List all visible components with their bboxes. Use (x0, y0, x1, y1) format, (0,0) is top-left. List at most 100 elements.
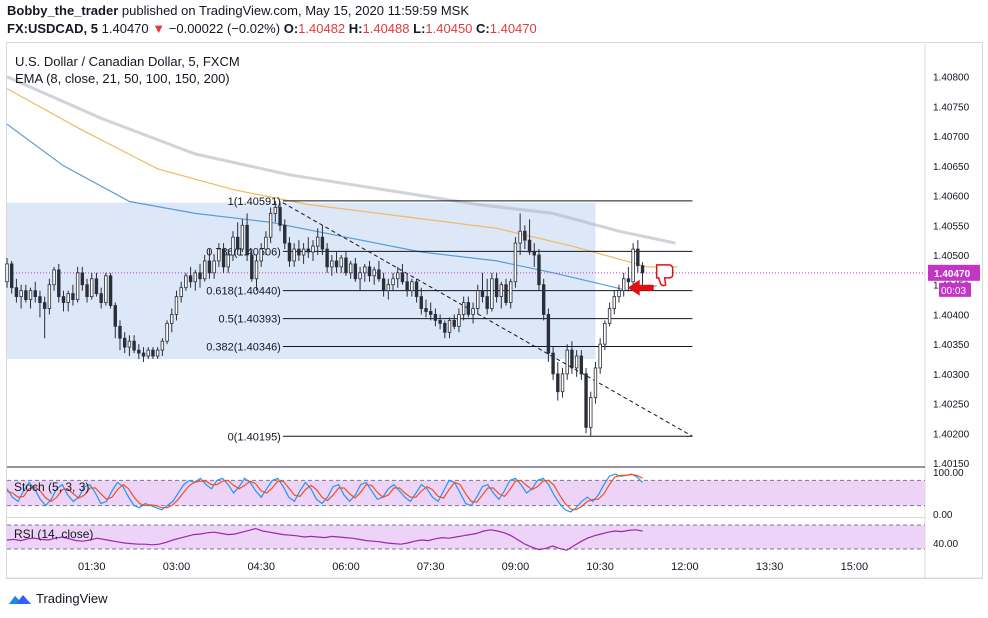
candle-body (546, 314, 551, 354)
candle-body (113, 305, 117, 327)
stoch-label: Stoch (5, 3, 3) (14, 480, 89, 494)
candle-body (198, 272, 202, 280)
current-price-tag (928, 264, 980, 281)
candle-body (226, 254, 230, 268)
candle-body (428, 311, 433, 315)
price-tick-label: 1.40650 (933, 162, 970, 173)
candle-body (155, 349, 160, 357)
price-tick-label: 1.40700 (933, 132, 970, 143)
candle-body (184, 275, 188, 289)
price-tick-label: 1.40550 (933, 221, 970, 232)
candle-body (325, 248, 329, 268)
time-tick-label: 03:00 (163, 561, 191, 573)
candle-body (57, 269, 61, 298)
candle-body (179, 287, 183, 298)
close-label: C: (476, 21, 490, 36)
price-tick-label: 1.40350 (933, 340, 970, 351)
candle-body (339, 257, 343, 268)
candle-body (132, 340, 136, 351)
footer-brand: TradingView (36, 591, 108, 606)
candle-body (151, 349, 155, 357)
rsi-line (6, 527, 643, 551)
candle-body (367, 266, 372, 277)
candle-body (259, 248, 263, 262)
candle-body (405, 281, 409, 292)
candle-body (10, 263, 14, 289)
candle-body (626, 278, 631, 283)
candle-body (584, 373, 588, 428)
candle-body (5, 263, 9, 283)
price-tick-label: 1.40300 (933, 370, 970, 381)
symbol-label[interactable]: FX:USDCAD, 5 (7, 21, 99, 36)
ema-line-3 (6, 123, 657, 292)
candle-body (264, 236, 268, 250)
candle-body (174, 296, 179, 315)
candle-body (410, 281, 414, 292)
candle-body (504, 284, 508, 303)
candle-body (250, 254, 254, 280)
candle-body (603, 322, 607, 345)
candle-body (42, 302, 47, 309)
red-arrow-icon (627, 279, 654, 296)
candle-body (348, 263, 353, 274)
candle-body (622, 278, 626, 292)
author-name[interactable]: Bobby_the_trader (7, 3, 119, 18)
candle-body (579, 355, 584, 375)
price-tick-label: 1.40150 (933, 459, 970, 470)
ema-legend[interactable]: EMA (8, close, 21, 50, 100, 150, 200) (15, 71, 230, 86)
candle-body (108, 275, 113, 306)
time-tick-label: 07:30 (417, 561, 445, 573)
candle-body (165, 322, 169, 342)
candle-body (203, 260, 207, 280)
stoch-tick-label: 0.00 (933, 510, 953, 521)
thumbs-down-icon (655, 264, 674, 287)
candle-body (419, 296, 423, 309)
candle-body (353, 263, 358, 280)
candle-body (447, 319, 452, 333)
time-tick-label: 10:30 (586, 561, 614, 573)
candle-body (494, 278, 499, 298)
candle-body (358, 272, 362, 280)
candle-body (71, 293, 75, 300)
time-tick-label: 13:30 (756, 561, 784, 573)
candle-body (438, 319, 442, 324)
low-value: 1.40450 (425, 21, 473, 36)
candle-body (90, 278, 94, 298)
candle-body (330, 260, 334, 268)
rsi-tick-label: 40.00 (933, 539, 958, 550)
candle-body (636, 248, 640, 267)
candle-body (490, 278, 494, 309)
stoch-band (7, 480, 925, 506)
price-tick-label: 1.40200 (933, 429, 970, 440)
candle-body (541, 284, 546, 315)
candle-body (301, 248, 306, 256)
candle-body (617, 290, 621, 298)
candle-body (94, 278, 99, 295)
time-tick-label: 06:00 (332, 561, 360, 573)
candle-body (52, 269, 56, 286)
price-tick-label: 1.40250 (933, 400, 970, 411)
rsi-band (7, 525, 925, 549)
candle-body (391, 278, 395, 286)
candle-body (193, 272, 198, 283)
candle-body (292, 248, 296, 262)
time-tick-label: 04:30 (247, 561, 275, 573)
close-value: 1.40470 (489, 21, 537, 36)
candle-body (188, 275, 193, 283)
fib-level-label-3: 0.5(1.40393) (218, 314, 280, 326)
candle-body (537, 254, 541, 286)
candle-body (509, 281, 513, 303)
down-arrow-icon: ▼ (152, 21, 166, 36)
ema-line-1 (6, 75, 676, 245)
publish-info: Bobby_the_trader published on TradingVie… (7, 3, 469, 18)
candle-body (452, 319, 456, 327)
rsi-label: RSI (14, close) (14, 527, 93, 541)
countdown-label: 00:03 (941, 286, 966, 297)
candle-body (221, 248, 226, 268)
candle-body (607, 308, 612, 324)
candle-body (235, 236, 240, 250)
tradingview-footer[interactable]: TradingView (8, 591, 108, 606)
candle-body (287, 242, 292, 262)
candle-body (254, 260, 259, 280)
